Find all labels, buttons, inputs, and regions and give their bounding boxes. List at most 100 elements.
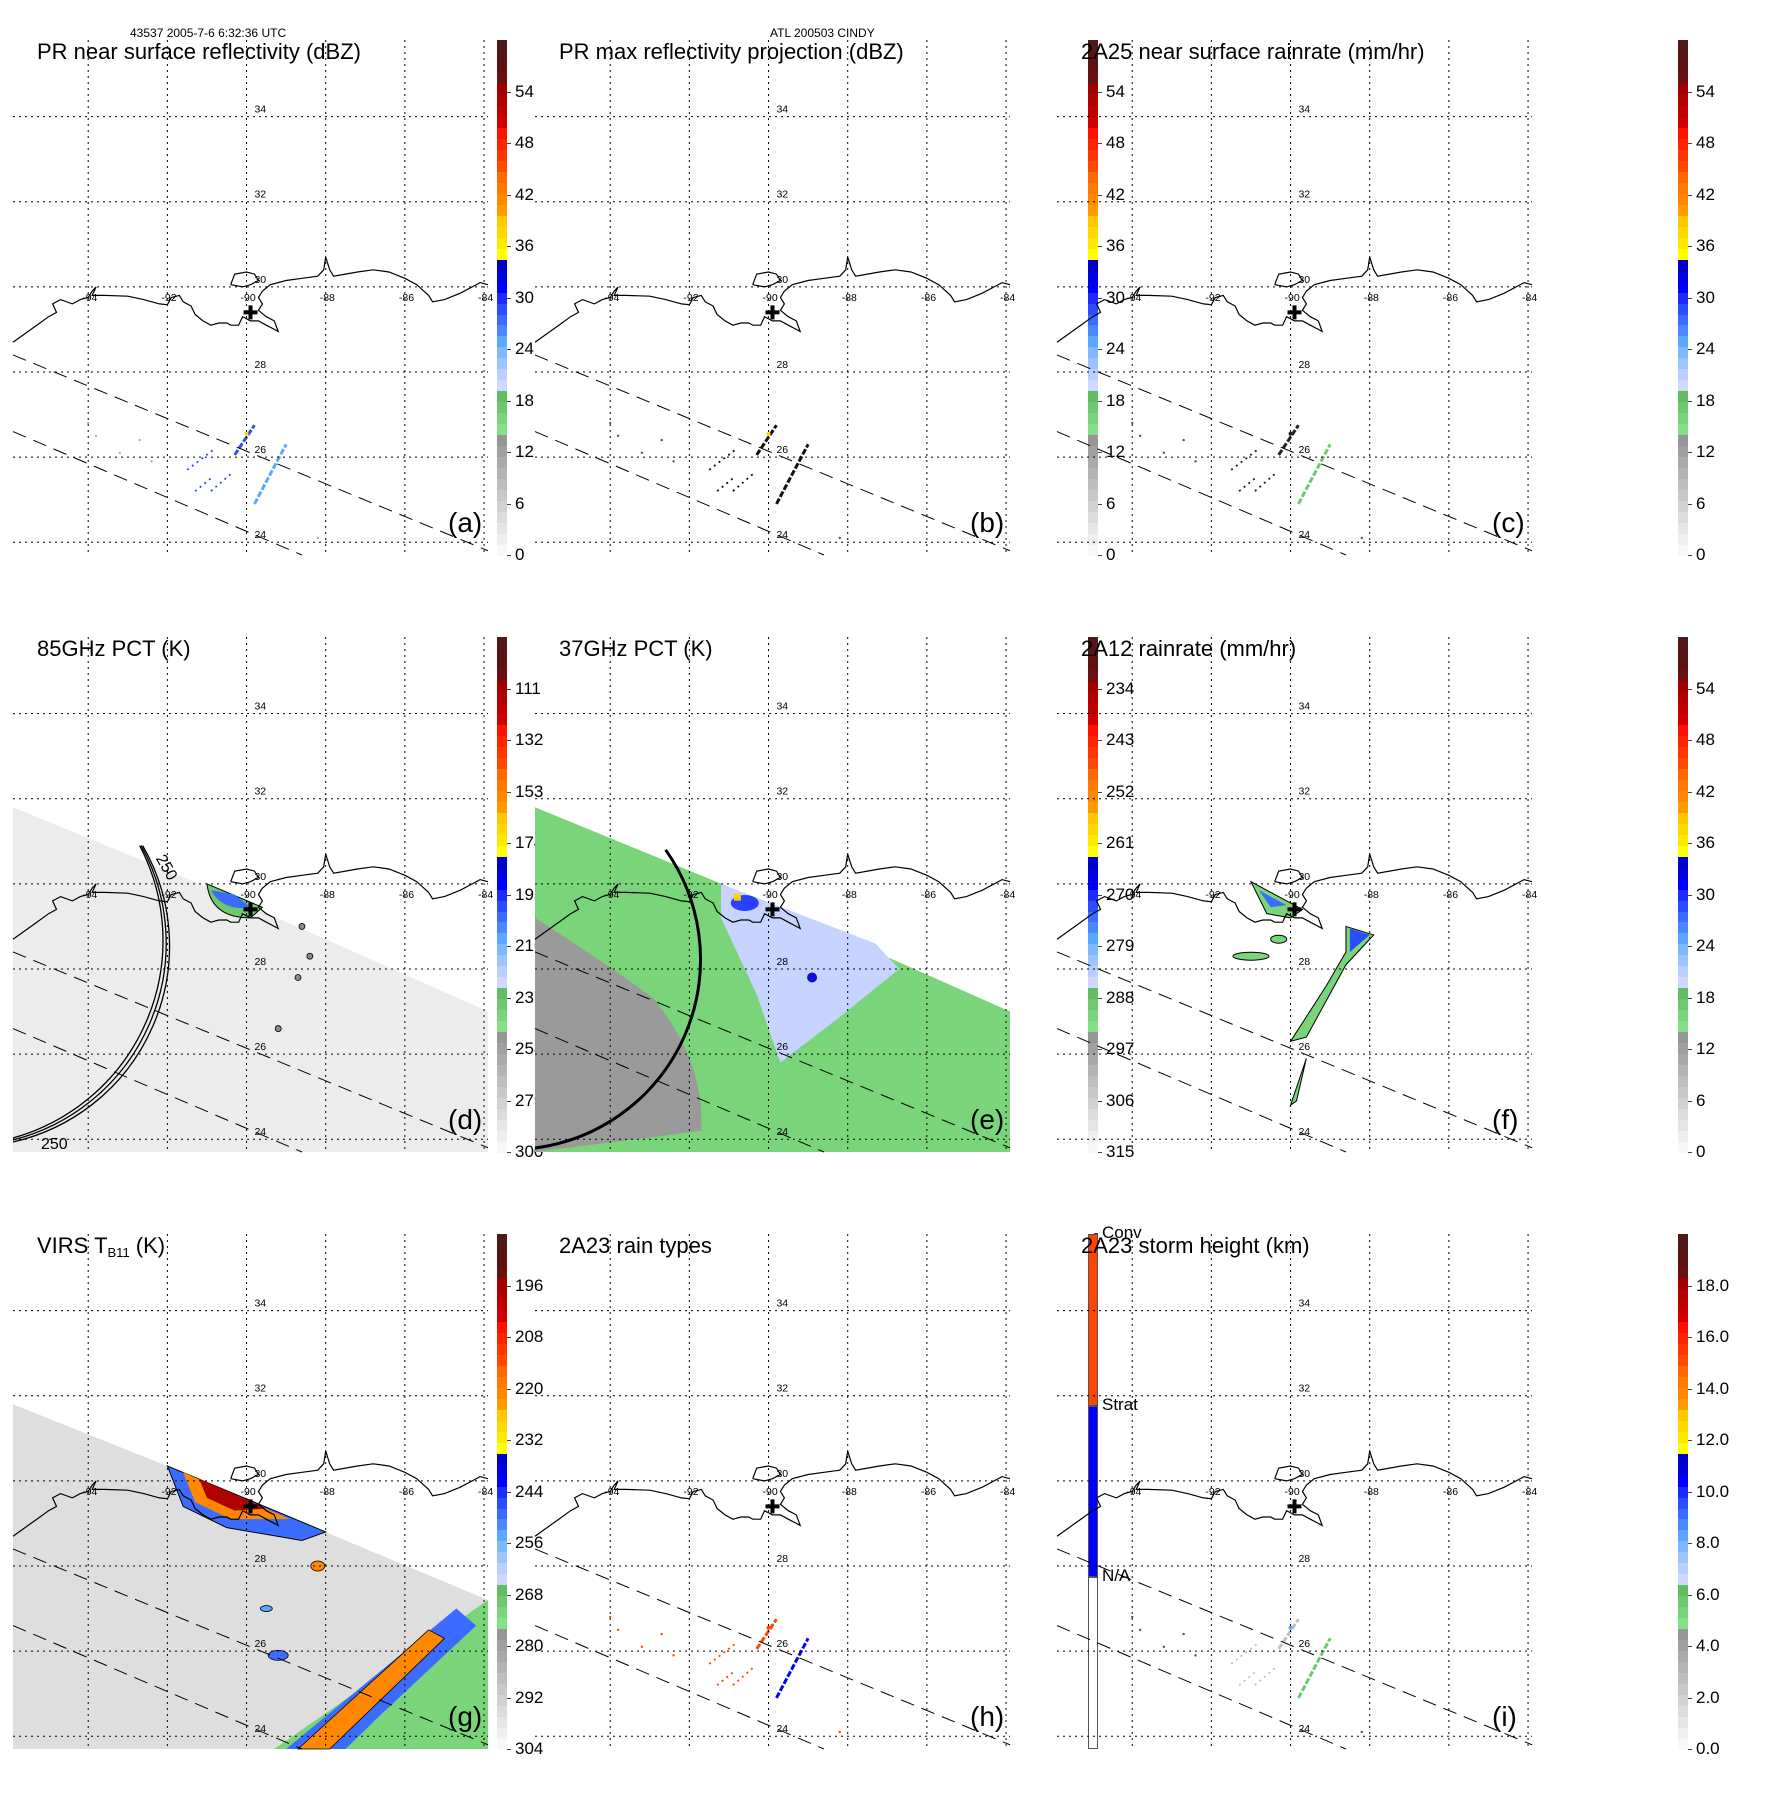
- colorbar-tick-label: 6: [1687, 1090, 1706, 1110]
- colorbar-segment: [497, 1551, 507, 1564]
- swath-area: [13, 807, 488, 1152]
- lon-label: -90: [763, 889, 778, 901]
- colorbar-segment: [1678, 658, 1688, 671]
- colorbar-segment: [1088, 768, 1098, 781]
- colorbar-segment: [497, 478, 507, 490]
- colorbar-segment: [1678, 193, 1688, 205]
- rain-pixel: [1182, 438, 1185, 442]
- lat-label: 32: [776, 786, 788, 798]
- colorbar-segment: [1678, 1420, 1688, 1432]
- colorbar-segment: [1678, 445, 1688, 457]
- rain-cell-band: [210, 473, 232, 492]
- panel-title-text: 85GHz PCT (K): [37, 636, 191, 661]
- cloud-cell: [310, 1560, 326, 1572]
- storm-center-plus-icon: [765, 305, 780, 320]
- rain-cell-band: [755, 1618, 778, 1650]
- lat-label: 26: [776, 1041, 788, 1053]
- colorbar-segment: [497, 302, 507, 315]
- lon-label: -90: [241, 889, 256, 901]
- panel-title-suffix: (K): [129, 1233, 166, 1258]
- colorbar-tick-label: 12: [1688, 1039, 1715, 1058]
- colorbar-segment: [1678, 478, 1688, 490]
- colorbar-segment: [497, 50, 507, 63]
- colorbar-segment: [497, 1130, 507, 1142]
- lon-label: -84: [1000, 1486, 1015, 1498]
- cold-core: [210, 890, 251, 908]
- colorbar-segment: [497, 160, 507, 173]
- panel-title-sub: B11: [107, 1245, 130, 1260]
- colorbar-tick-label: 54: [507, 81, 534, 101]
- rain-cell-band: [775, 443, 810, 505]
- lat-label: 24: [1298, 1723, 1310, 1735]
- colorbar-segment: [497, 1672, 507, 1684]
- lon-label: -86: [1443, 1486, 1458, 1498]
- colorbar-segment: [1088, 965, 1098, 978]
- colorbar-segment: [1678, 1244, 1688, 1257]
- colorbar-segment: [497, 1097, 507, 1109]
- colorbar-segment: [1088, 511, 1098, 523]
- colorbar-segment: [497, 976, 507, 989]
- colorbar-segment: [497, 204, 507, 216]
- colorbar-segment: [497, 1705, 507, 1717]
- rain-max: [766, 431, 771, 436]
- colorbar-tick-label: 261: [1097, 833, 1135, 852]
- colorbar-segment: [1678, 1376, 1688, 1388]
- colorbar-tick-label: 16.0: [1687, 1327, 1730, 1346]
- cloud-cell: [259, 1605, 273, 1612]
- colorbar-segment: [1678, 489, 1688, 501]
- rain-pixel: [660, 1632, 663, 1636]
- colorbar-segment: [497, 801, 507, 813]
- colorbar-segment: [1678, 724, 1688, 737]
- panel-c: 34 32 30 28 26 24 -94 -92 -90 -88 -86 -84 2A25 near …: [1056, 39, 1715, 600]
- colorbar-tick-label: 24: [1098, 339, 1125, 358]
- cold-core: [807, 972, 818, 983]
- colorbar-tick-label: 4.0: [1688, 1636, 1720, 1655]
- lat-label: 32: [1298, 786, 1310, 798]
- colorbar-tick-label: 6: [1687, 493, 1706, 513]
- colorbar-segment: [497, 1108, 507, 1120]
- lat-label: 28: [254, 1553, 266, 1565]
- colorbar-tick-label: 0: [1097, 545, 1116, 564]
- colorbar-segment: [497, 1475, 507, 1487]
- colorbar-segment: [1088, 171, 1098, 184]
- lon-label: -94: [604, 889, 619, 901]
- colorbar-segment: [1088, 1064, 1098, 1076]
- colorbar-segment: [1678, 160, 1688, 173]
- colorbar-segment: [1678, 182, 1688, 194]
- rain-cell-band: [1297, 1637, 1332, 1699]
- colorbar-segment: [1088, 998, 1098, 1011]
- colorbar-tick-label: 6: [1097, 493, 1116, 513]
- colorbar-segment: [1678, 1343, 1688, 1356]
- colorbar-segment: [1678, 1141, 1688, 1153]
- colorbar-segment: [1678, 1086, 1688, 1098]
- lon-label: -88: [320, 889, 335, 901]
- colorbar-segment: [1678, 878, 1688, 890]
- lon-label: -86: [1443, 292, 1458, 304]
- colorbar-segment: [497, 1507, 507, 1520]
- colorbar-segment: [1678, 735, 1688, 748]
- colorbar-segment: [1678, 899, 1688, 912]
- colorbar-segment: [497, 856, 507, 868]
- colorbar-segment: [1088, 346, 1098, 359]
- lon-label: -86: [399, 889, 414, 901]
- colorbar-segment: [497, 713, 507, 726]
- cold-spot: [298, 923, 306, 930]
- colorbar-segment: [497, 1562, 507, 1575]
- lat-label: 26: [776, 444, 788, 456]
- lat-label: 32: [776, 189, 788, 201]
- colorbar-tick-label: 279: [1097, 936, 1135, 955]
- colorbar-segment: [1088, 270, 1098, 282]
- colorbar-tick-label: 18: [1688, 987, 1715, 1007]
- panel-label: (i): [1492, 1701, 1517, 1732]
- colorbar-segment: [1678, 1562, 1688, 1575]
- lon-label: -94: [604, 1486, 619, 1498]
- colorbar-segment: [1088, 105, 1098, 118]
- lat-label: 34: [776, 701, 788, 713]
- rain-pixel: [1360, 536, 1363, 540]
- colorbar-segment: [497, 138, 507, 151]
- colorbar-segment: [1678, 237, 1688, 249]
- colorbar-segment: [497, 281, 507, 293]
- colorbar-segment: [497, 1020, 507, 1033]
- colorbar-segment: [497, 768, 507, 781]
- lon-label: -94: [604, 292, 619, 304]
